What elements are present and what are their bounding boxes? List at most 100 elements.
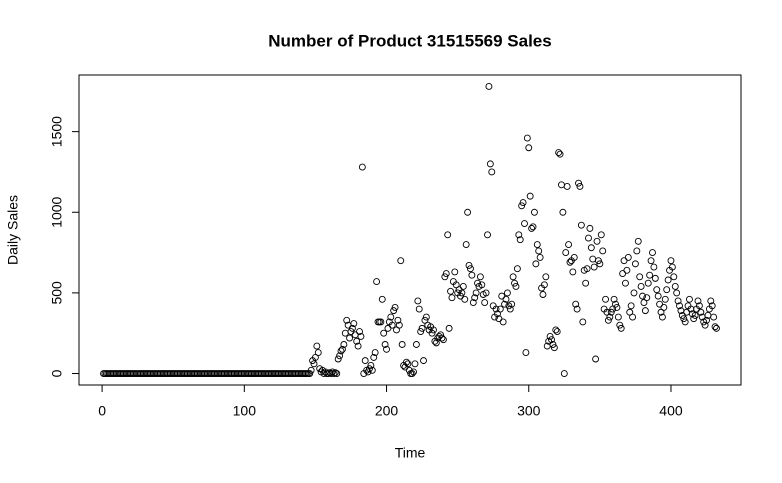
x-axis-label: Time <box>395 445 426 461</box>
point <box>676 302 683 310</box>
point <box>337 347 345 355</box>
point <box>536 253 544 261</box>
point <box>353 337 361 345</box>
point <box>402 358 410 366</box>
point <box>469 299 477 307</box>
point <box>464 208 472 216</box>
point <box>650 263 658 271</box>
point <box>390 307 398 315</box>
point <box>671 282 679 290</box>
point <box>391 303 399 311</box>
point <box>502 295 510 303</box>
point <box>387 313 395 321</box>
point <box>556 150 564 158</box>
point <box>656 300 664 308</box>
point <box>647 257 655 265</box>
point <box>499 318 507 326</box>
point <box>670 273 678 281</box>
point <box>445 324 453 332</box>
point <box>667 257 675 265</box>
point <box>370 353 378 361</box>
point <box>691 312 699 319</box>
point <box>596 260 604 268</box>
point <box>474 279 482 287</box>
point <box>338 345 346 353</box>
point <box>313 342 321 350</box>
point <box>447 287 454 295</box>
point <box>622 279 629 287</box>
point <box>528 224 536 232</box>
x-tick-label: 200 <box>375 403 399 419</box>
point <box>329 368 336 376</box>
point <box>663 286 671 294</box>
point <box>583 265 591 273</box>
point <box>694 297 702 305</box>
point <box>314 349 322 357</box>
point <box>428 329 436 337</box>
point <box>306 370 314 377</box>
point <box>610 295 618 303</box>
point <box>334 355 342 363</box>
point <box>354 342 362 350</box>
chart-title: Number of Product 31515569 Sales <box>268 31 551 50</box>
point <box>388 321 396 329</box>
point <box>637 282 645 290</box>
point <box>458 289 466 297</box>
point <box>548 336 555 344</box>
point <box>681 318 689 326</box>
point <box>634 237 642 245</box>
point <box>486 160 494 168</box>
point <box>476 273 484 281</box>
point <box>654 292 662 300</box>
point <box>350 320 358 327</box>
x-tick-label: 400 <box>659 403 683 419</box>
point <box>697 308 705 316</box>
point <box>592 355 600 363</box>
point <box>340 341 348 348</box>
point <box>492 305 500 313</box>
point <box>511 279 518 287</box>
point <box>553 328 561 336</box>
point <box>412 341 420 348</box>
point <box>420 357 427 365</box>
point <box>368 366 376 374</box>
point <box>503 289 511 297</box>
point <box>530 208 538 216</box>
point <box>357 332 365 340</box>
point <box>529 223 537 231</box>
point <box>617 324 625 332</box>
point <box>444 231 452 239</box>
point <box>397 257 405 265</box>
point <box>606 313 614 321</box>
point <box>395 321 403 329</box>
point <box>383 345 390 353</box>
point <box>552 326 560 334</box>
point <box>646 271 654 279</box>
point <box>658 313 666 321</box>
point <box>620 257 628 265</box>
point <box>673 289 681 297</box>
point <box>442 270 450 277</box>
point <box>408 370 416 377</box>
point <box>597 231 605 239</box>
point <box>432 339 440 347</box>
point <box>623 266 631 274</box>
point <box>532 260 540 268</box>
point <box>496 305 504 313</box>
point <box>441 273 449 281</box>
point <box>468 271 476 279</box>
point <box>566 258 574 266</box>
point <box>462 241 470 248</box>
point <box>485 83 493 90</box>
point <box>336 352 344 360</box>
point <box>641 307 649 315</box>
point <box>643 294 651 302</box>
point <box>678 312 686 319</box>
point <box>559 208 567 216</box>
point <box>371 349 379 357</box>
point <box>560 370 568 377</box>
point <box>711 323 719 331</box>
point <box>361 357 369 365</box>
point <box>701 321 709 329</box>
